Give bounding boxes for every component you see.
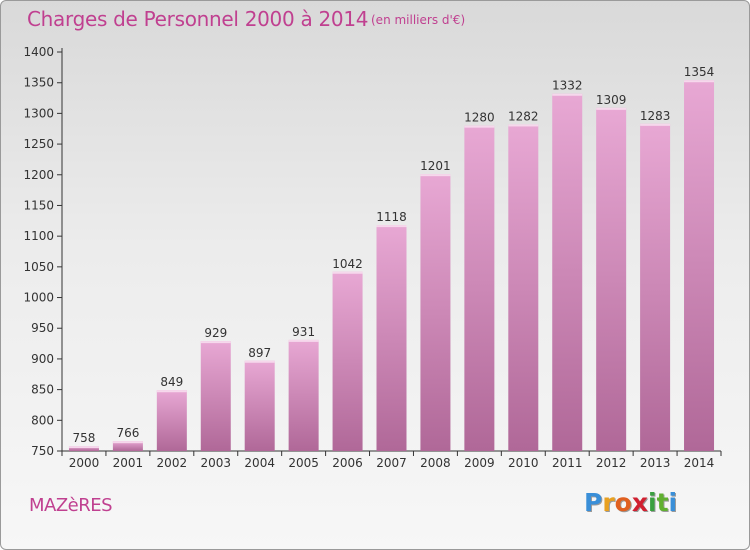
y-tick-label: 1000 xyxy=(23,291,54,305)
bar-top-edge xyxy=(200,341,231,344)
y-tick-label: 850 xyxy=(31,383,54,397)
x-tick-label: 2009 xyxy=(464,456,495,470)
bar-top-edge xyxy=(596,107,627,110)
value-label: 1354 xyxy=(684,65,715,79)
value-label: 1201 xyxy=(420,159,451,173)
bar-2011 xyxy=(552,93,583,451)
y-tick-label: 1400 xyxy=(23,45,54,59)
y-tick-label: 1100 xyxy=(23,229,54,243)
value-label: 849 xyxy=(160,375,183,389)
logo-letter: x xyxy=(631,488,648,517)
bar-top-edge xyxy=(244,360,275,363)
x-tick-label: 2012 xyxy=(596,456,627,470)
logo-letter: o xyxy=(614,488,632,517)
bar-2012 xyxy=(596,107,627,452)
x-tick-label: 2008 xyxy=(420,456,451,470)
bar-top-edge xyxy=(640,123,671,126)
y-tick-label: 1300 xyxy=(23,106,54,120)
bar-2000 xyxy=(68,446,99,451)
bar-top-edge xyxy=(464,125,495,128)
x-tick-label: 2007 xyxy=(376,456,407,470)
value-label: 931 xyxy=(292,325,315,339)
bar-2006 xyxy=(332,271,363,451)
value-label: 1042 xyxy=(332,257,363,271)
bar-top-edge xyxy=(332,271,363,274)
bar-2007 xyxy=(376,225,407,451)
x-tick-label: 2014 xyxy=(684,456,715,470)
logo-letter: t xyxy=(656,488,669,517)
x-tick-label: 2000 xyxy=(69,456,100,470)
bar-top-edge xyxy=(508,124,539,127)
bar-2002 xyxy=(156,390,187,451)
chart-title: Charges de Personnel 2000 à 2014 xyxy=(27,7,369,31)
x-tick-label: 2001 xyxy=(113,456,144,470)
bar-2009 xyxy=(464,125,495,452)
value-label: 1332 xyxy=(552,79,583,93)
y-tick-label: 1150 xyxy=(23,198,54,212)
y-tick-label: 800 xyxy=(31,413,54,427)
y-tick-label: 750 xyxy=(31,444,54,458)
bar-2010 xyxy=(508,124,539,452)
bar-top-edge xyxy=(552,93,583,96)
value-label: 1309 xyxy=(596,93,627,107)
bar-2014 xyxy=(684,80,715,451)
chart-subtitle: (en milliers d'€) xyxy=(371,13,466,27)
bar-2013 xyxy=(640,123,671,451)
proxiti-logo: Proxiti xyxy=(584,488,677,517)
x-tick-label: 2003 xyxy=(200,456,231,470)
value-label: 758 xyxy=(73,431,96,445)
value-label: 1280 xyxy=(464,111,495,125)
bar-top-edge xyxy=(288,339,319,342)
bar-2003 xyxy=(200,341,231,451)
x-tick-label: 2005 xyxy=(288,456,319,470)
bar-2004 xyxy=(244,360,275,451)
value-label: 897 xyxy=(248,346,271,360)
value-label: 766 xyxy=(116,426,139,440)
x-tick-label: 2010 xyxy=(508,456,539,470)
logo-letter: i xyxy=(648,488,657,517)
x-tick-label: 2002 xyxy=(157,456,188,470)
bar-top-edge xyxy=(156,390,187,393)
bar-top-edge xyxy=(112,441,143,444)
x-tick-label: 2004 xyxy=(244,456,275,470)
y-tick-label: 1050 xyxy=(23,260,54,274)
y-tick-label: 1250 xyxy=(23,137,54,151)
bar-top-edge xyxy=(376,225,407,228)
y-tick-label: 900 xyxy=(31,352,54,366)
value-label: 1282 xyxy=(508,109,539,123)
x-tick-label: 2011 xyxy=(552,456,583,470)
bar-top-edge xyxy=(420,174,451,177)
logo-letter: P xyxy=(584,488,603,517)
bar-top-edge xyxy=(68,446,99,449)
logo-letter: i xyxy=(668,488,678,517)
x-tick-label: 2013 xyxy=(640,456,671,470)
value-label: 1118 xyxy=(376,210,407,224)
y-tick-label: 1350 xyxy=(23,76,54,90)
value-label: 929 xyxy=(204,326,227,340)
value-label: 1283 xyxy=(640,109,671,123)
commune-name: MAZèRES xyxy=(29,495,113,516)
x-tick-label: 2006 xyxy=(332,456,363,470)
bar-2001 xyxy=(112,441,143,451)
y-tick-label: 950 xyxy=(31,321,54,335)
y-tick-label: 1200 xyxy=(23,168,54,182)
logo-letter: r xyxy=(602,488,615,517)
bar-2005 xyxy=(288,339,319,451)
bar-top-edge xyxy=(684,80,715,83)
bar-2008 xyxy=(420,174,451,451)
